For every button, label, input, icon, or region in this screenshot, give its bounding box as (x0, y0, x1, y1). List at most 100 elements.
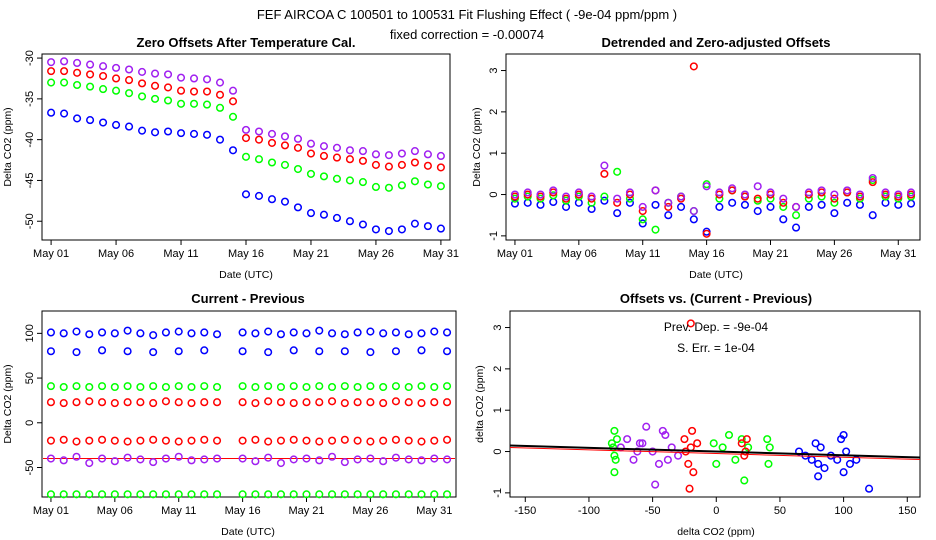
purple-low-point (443, 455, 452, 464)
green-point (280, 160, 290, 169)
figure-subtitle: fixed correction = -0.00074 (390, 27, 544, 42)
green-point (293, 164, 303, 174)
purple-point (436, 151, 445, 161)
panel-zero-offsets: Zero Offsets After Temperature Cal. May … (2, 35, 459, 281)
purple-point (638, 202, 647, 211)
blue-low-point (72, 348, 81, 357)
blue-high-point (340, 330, 349, 339)
y-axis-label: Delta CO2 (ppm) (2, 364, 14, 443)
red-high-point (59, 399, 68, 408)
red-high-point (123, 398, 132, 407)
red-low-point (315, 437, 324, 446)
x-tick-label: -100 (578, 505, 600, 517)
blue-point (820, 464, 829, 473)
purple-point (792, 202, 801, 211)
blue-high-point (366, 327, 375, 336)
red-point (423, 161, 432, 170)
y-tick-label: 2 (492, 366, 504, 372)
red-point (397, 160, 406, 169)
red-high-point (149, 399, 158, 408)
blue-point (638, 219, 647, 228)
purple-low-point (404, 455, 413, 464)
red-high-point (443, 398, 452, 407)
blue-high-point (213, 330, 222, 339)
blue-point (112, 120, 121, 130)
blue-low-point (391, 347, 400, 356)
purple-point (843, 186, 852, 195)
purple-point (894, 190, 903, 199)
purple-point (766, 188, 775, 197)
purple-point (280, 132, 290, 141)
red-low-point (149, 435, 158, 444)
purple-point (753, 182, 762, 191)
purple-point (663, 455, 672, 464)
green-low-point (328, 490, 337, 499)
red-point (688, 426, 697, 435)
blue-low-point (123, 347, 132, 356)
purple-point (635, 439, 644, 448)
green-point (228, 112, 238, 121)
red-low-point (136, 436, 145, 445)
red-point (686, 319, 695, 328)
red-low-point (123, 437, 132, 446)
blue-high-point (200, 328, 209, 337)
green-point (112, 86, 121, 95)
purple-low-point (123, 453, 132, 462)
red-point (202, 87, 212, 96)
red-low-point (404, 436, 413, 445)
green-point (371, 182, 380, 192)
purple-low-point (391, 453, 400, 462)
red-high-point (302, 398, 311, 407)
red-point (638, 207, 647, 216)
purple-point (629, 455, 638, 464)
green-high-point (276, 382, 285, 392)
red-point (332, 153, 342, 162)
red-low-point (276, 436, 285, 445)
green-high-point (98, 382, 107, 391)
green-low-point (276, 490, 285, 499)
green-high-point (161, 382, 170, 392)
purple-point (642, 422, 651, 431)
purple-low-point (328, 452, 337, 461)
red-point (86, 70, 95, 79)
purple-point (907, 188, 916, 197)
green-low-point (264, 490, 273, 499)
red-point (689, 62, 698, 71)
purple-point (868, 173, 877, 183)
x-tick-label: May 11 (625, 248, 660, 260)
purple-low-point (59, 456, 68, 465)
purple-point (654, 459, 664, 468)
red-low-point (417, 437, 426, 446)
purple-point (384, 151, 393, 160)
green-point (189, 99, 199, 108)
green-high-point (379, 382, 388, 392)
red-high-point (276, 398, 285, 407)
y-tick-label: 1 (492, 407, 504, 413)
green-point (254, 155, 264, 164)
blue-point (47, 108, 56, 117)
blue-point (740, 200, 749, 209)
blue-point (189, 129, 199, 138)
x-tick-label: May 01 (33, 248, 69, 260)
red-point (112, 74, 121, 83)
purple-point (638, 439, 647, 448)
green-low-point (443, 490, 452, 499)
green-high-point (366, 382, 375, 391)
green-point (319, 172, 329, 181)
blue-high-point (404, 330, 413, 339)
green-high-point (417, 382, 426, 391)
x-axis-label: delta CO2 (ppm) (677, 526, 755, 538)
blue-high-point (276, 330, 285, 339)
green-low-point (85, 490, 94, 499)
red-point (345, 155, 354, 164)
purple-point (881, 188, 890, 197)
blue-point (651, 200, 660, 209)
green-point (724, 430, 734, 440)
green-high-point (264, 382, 273, 391)
blue-high-point (264, 327, 273, 336)
purple-point (99, 62, 108, 71)
green-point (607, 439, 616, 448)
panel-offsets-vs-diff: Offsets vs. (Current - Previous) -150 -10… (474, 291, 921, 538)
blue-point (358, 220, 367, 229)
green-high-point (213, 382, 222, 392)
